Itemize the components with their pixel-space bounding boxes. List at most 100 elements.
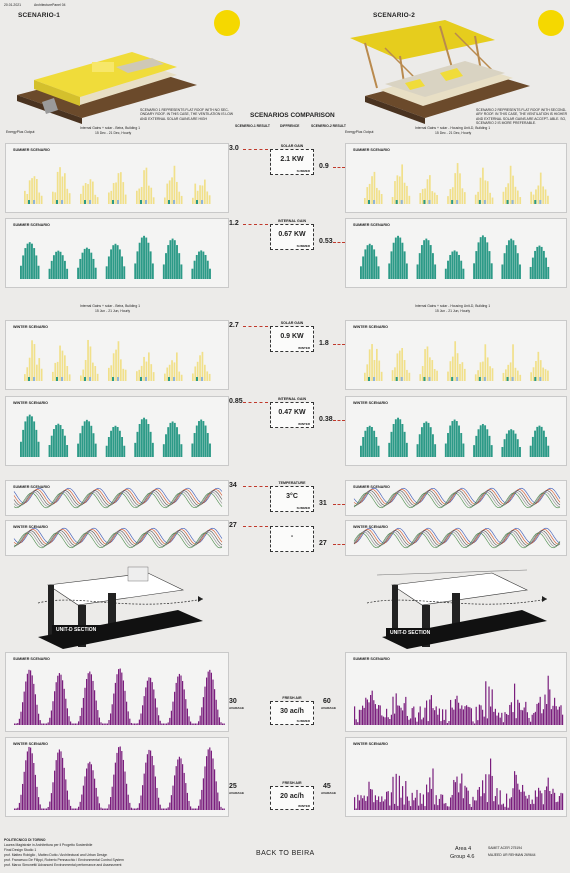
fresh-air-bar [515,774,517,810]
difference-value: 0.9 KW [280,333,304,340]
solar-bar [378,360,381,381]
internal-bar [136,251,139,279]
fresh-air-bar [469,804,471,810]
fresh-air-bar [522,784,524,810]
solar-bar [171,177,173,204]
fresh-air-bar [102,723,104,725]
internal-bar [536,246,539,279]
fresh-air-bar [370,789,372,810]
solar-bar [489,366,491,381]
caption-winter-left: Internal Gains + solar - Beira, Building… [80,304,141,308]
temperature-series [353,491,561,508]
comparison-col3: SCENERIO-2 RESULT [311,124,346,128]
internal-bar [107,256,110,279]
section-right-drawing [366,569,548,649]
caption-summer-left: Internal Gains + solar - Beira, Building… [80,126,141,130]
solar-bar [484,344,487,381]
scenario-1-description: SCENARIO 1 REPRESENTS FLAT ROOF WITH NO … [140,108,234,121]
chart-svg [13,527,223,549]
chart-label: SUMMER SCENARIO [13,223,50,227]
fresh-air-bar [214,769,216,810]
internal-bar [505,433,508,457]
fresh-air-bar [63,767,65,810]
solar-bar [28,180,31,204]
internal-bar [202,251,205,279]
internal-bar [140,419,143,457]
fresh-air-bar [496,788,498,810]
internal-bar [20,441,22,457]
internal-bar [147,423,150,457]
fresh-air-bar [530,721,532,725]
solar-bar [143,170,145,204]
fresh-air-bar [445,709,447,725]
solar-bar [176,181,178,204]
connector-left [243,149,268,150]
internal-bar [35,255,38,279]
solar-bar [431,360,434,381]
fresh-air-bar [126,701,128,725]
fresh-air-bar [25,760,27,810]
fresh-air-bar [493,711,495,725]
internal-bar [123,266,126,279]
solar-bar [456,353,459,381]
fresh-air-bar [386,791,388,810]
solar-internal-bar [196,200,198,204]
fresh-air-bar [134,723,136,725]
fresh-air-bar [554,697,556,725]
solar-bar [519,197,522,204]
fresh-air-bar [190,806,192,810]
fresh-air-bar [382,716,384,725]
season-label: SUMMER [296,719,310,723]
solar-bar [530,191,532,204]
chart-label: WINTER SCENARIO [353,325,389,329]
fresh-air-bar [402,786,404,810]
internal-bar [145,419,148,457]
solar-bar [84,360,87,381]
fresh-air-bar [52,701,54,725]
difference-value: 2.1 KW [280,156,304,163]
fresh-air-bar [414,797,416,810]
solar-bar [68,374,71,381]
internal-bar [61,255,64,279]
solar-internal-bar [112,200,114,204]
sun-icon-right [538,10,564,36]
fresh-air-bar [552,788,554,810]
scenario-2-title: SCENARIO-2 [373,12,416,19]
right-value: 27 [319,540,327,547]
back-to-beira-link[interactable]: BACK TO BEIRA [256,850,315,857]
internal-bar [112,427,115,457]
internal-bar [165,434,167,457]
fresh-air-bar [92,680,94,725]
internal-bar [81,252,84,279]
fresh-air-bar [222,723,224,725]
internal-bar [473,263,476,279]
solar-bar [138,188,141,204]
solar-bar [461,188,464,204]
fresh-air-bar [218,801,220,810]
internal-bar [50,260,53,279]
fresh-air-bar [46,723,48,725]
fresh-air-bar [110,797,112,810]
solar-bar [82,185,85,204]
fresh-air-bar [467,706,469,725]
fresh-air-bar [164,723,166,725]
temperature-series [13,530,223,546]
fresh-air-bar [427,792,429,810]
fresh-air-bar [130,807,132,810]
internal-bar [48,445,51,457]
solar-bar [206,371,209,381]
solar-bar [168,180,171,204]
fresh-air-bar [426,700,428,725]
fresh-air-bar [482,780,484,810]
fresh-air-bar [434,804,436,810]
avg-label: AVARAGE [229,706,245,710]
fresh-air-bar [517,699,519,725]
fresh-air-bar [477,789,479,810]
fresh-air-bar [170,795,172,810]
solar-bar [178,371,181,381]
fresh-air-bar [41,808,43,810]
fresh-air-bar [146,754,148,810]
fresh-air-bar [522,710,524,725]
chart-svg [14,668,225,725]
chart-temp-winter-right: WINTER SCENARIO [345,520,567,556]
